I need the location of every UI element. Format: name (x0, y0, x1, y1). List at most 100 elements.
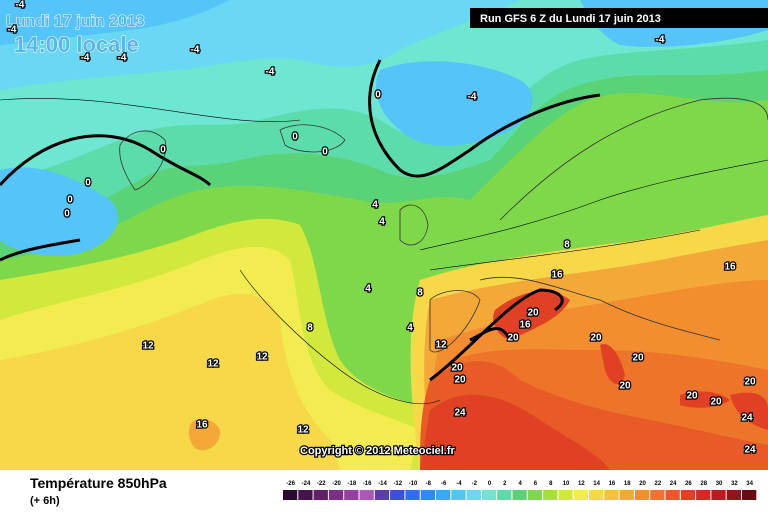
scale-swatch (665, 490, 680, 500)
contour-label: 20 (451, 363, 463, 374)
coastlines (119, 97, 768, 353)
scale-label: 4 (518, 481, 522, 487)
scale-label: -10 (409, 481, 418, 487)
scale-swatch (328, 490, 344, 500)
scale-label: 24 (670, 481, 677, 487)
scale-label: 16 (609, 481, 616, 487)
scale-swatch (711, 490, 726, 500)
contour-label: 20 (527, 308, 539, 319)
scale-swatch (283, 490, 298, 500)
scale-swatch (573, 490, 588, 500)
contour-label: -4 (656, 35, 665, 46)
contour-label: 12 (142, 341, 154, 352)
contour-label: 12 (435, 340, 447, 351)
copyright: Copyright © 2012 Meteociel.fr (300, 445, 456, 457)
scale-label: -20 (332, 481, 341, 487)
contour-label: 16 (519, 320, 531, 331)
scale-label: 14 (593, 481, 600, 487)
scale-label: -6 (441, 481, 447, 487)
scale-label: 10 (563, 481, 570, 487)
scale-label: 28 (700, 481, 707, 487)
scale-label: 2 (503, 481, 507, 487)
contour-label: 4 (407, 323, 413, 334)
time-label: 14:00 locale (14, 32, 139, 57)
contour-label: 4 (365, 284, 371, 295)
scale-label: -12 (393, 481, 402, 487)
scale-label: -4 (456, 481, 462, 487)
contour-label: -4 (266, 67, 275, 78)
contour-label: 8 (417, 288, 423, 299)
scale-label: -24 (302, 481, 311, 487)
contour-label: 20 (710, 397, 722, 408)
contour-label: 20 (507, 333, 519, 344)
run-info: Run GFS 6 Z du Lundi 17 juin 2013 (480, 13, 661, 25)
scale-label: -26 (286, 481, 295, 487)
scale-swatch (604, 490, 619, 500)
scale-swatch (497, 490, 512, 500)
scale-label: -18 (348, 481, 357, 487)
scale-label: 8 (549, 481, 553, 487)
contour-label: 8 (307, 323, 313, 334)
scale-label: 22 (655, 481, 662, 487)
contour-label: 20 (686, 391, 698, 402)
scale-swatch (696, 490, 711, 500)
scale-swatch (420, 490, 435, 500)
scale-label: -14 (378, 481, 387, 487)
scale-label: 20 (639, 481, 646, 487)
scale-label: -8 (426, 481, 432, 487)
scale-label: 6 (534, 481, 538, 487)
scale-swatch (481, 490, 497, 500)
contour-label: 20 (619, 381, 631, 392)
scale-label: 18 (624, 481, 631, 487)
scale-swatch (405, 490, 420, 500)
contour-label: -4 (81, 53, 90, 64)
scale-swatch (619, 490, 634, 500)
contour-label: 0 (322, 147, 328, 158)
contour-label: 24 (454, 408, 466, 419)
date-label: Lundi 17 juin 2013 (6, 13, 145, 30)
contour-label: 8 (564, 240, 570, 251)
color-scale: -26 -24 -22 -20 -18 -16 -14 -12 -10 -8 -6 -4 -2 0 2 4 6 8… (283, 481, 757, 500)
contour-label: 0 (64, 209, 70, 220)
contour-label: 0 (292, 132, 298, 143)
contour-label: 20 (454, 375, 466, 386)
scale-swatch (436, 490, 451, 500)
contour-label: 16 (551, 270, 563, 281)
contour-label: 24 (744, 445, 756, 456)
scale-label: 26 (685, 481, 692, 487)
scale-swatch (527, 490, 543, 500)
contour-label: 0 (375, 90, 381, 101)
scale-swatch (451, 490, 466, 500)
contour-label: 4 (372, 200, 378, 211)
contour-label: -4 (191, 45, 200, 56)
scale-swatch (466, 490, 481, 500)
scale-label: 32 (731, 481, 738, 487)
scale-swatch (558, 490, 573, 500)
scale-swatch (390, 490, 405, 500)
contour-label: 4 (379, 217, 385, 228)
scale-label: -16 (363, 481, 372, 487)
scale-swatch (374, 490, 390, 500)
scale-swatch (589, 490, 604, 500)
contour-label: 16 (196, 420, 208, 431)
scale-swatch (359, 490, 374, 500)
contour-label: 0 (85, 178, 91, 189)
contour-label: 12 (256, 352, 268, 363)
temperature-field (0, 0, 768, 470)
scale-label: 0 (488, 481, 492, 487)
scale-label: 34 (746, 481, 753, 487)
contours (0, 59, 768, 405)
contour-label: 16 (724, 262, 736, 273)
contour-label: -4 (8, 25, 17, 36)
scale-swatch (313, 490, 328, 500)
contour-label: 20 (590, 333, 602, 344)
scale-swatch (726, 490, 741, 500)
contour-label: -4 (468, 92, 477, 103)
contour-label: 20 (744, 377, 756, 388)
contour-label: 20 (632, 353, 644, 364)
scale-swatch (344, 490, 359, 500)
legend-subtitle: (+ 6h) (30, 495, 60, 507)
contour-label: 12 (297, 425, 309, 436)
